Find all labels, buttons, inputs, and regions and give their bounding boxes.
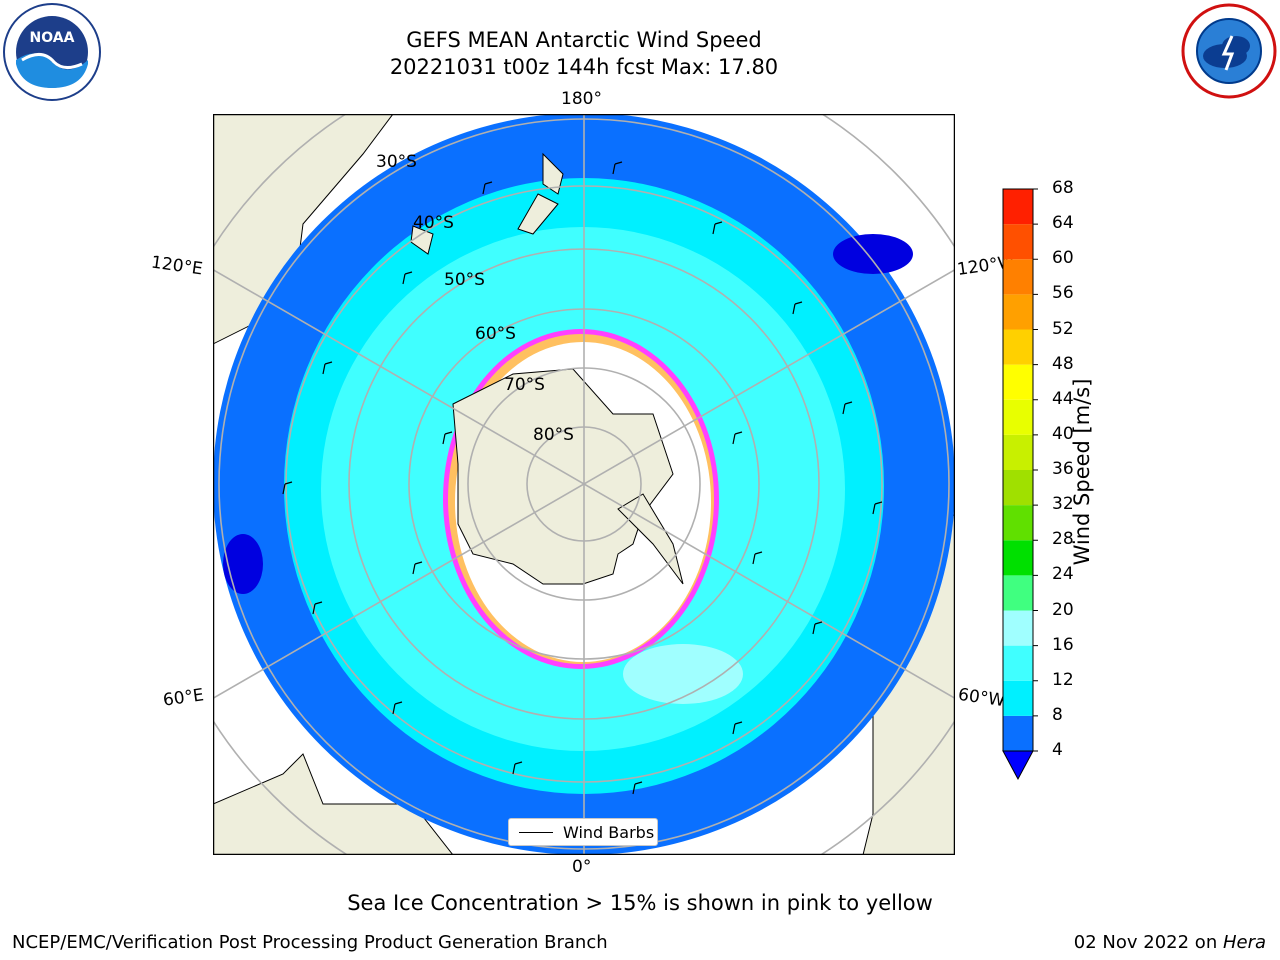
- polar-map-svg: [212, 113, 956, 856]
- colorbar-tick-label: 32: [1052, 494, 1074, 515]
- land-new-zealand-north: [542, 152, 564, 195]
- title-line-1: GEFS MEAN Antarctic Wind Speed: [406, 28, 762, 52]
- colorbar-segment: [1003, 680, 1033, 716]
- svg-text:NOAA: NOAA: [30, 30, 75, 46]
- wind-dark-patch-a: [833, 234, 913, 274]
- land-antarctic-peninsula: [617, 493, 684, 585]
- land-africa: [213, 753, 454, 855]
- colorbar-segment: [1003, 259, 1033, 295]
- colorbar-segment: [1003, 610, 1033, 646]
- sea-ice-note: Sea Ice Concentration > 15% is shown in …: [347, 891, 933, 915]
- wind-barbs: [282, 161, 883, 795]
- lat-label-60s: 60°S: [475, 324, 516, 344]
- lat-label-80s: 80°S: [533, 425, 574, 445]
- land-new-zealand-south: [517, 193, 559, 235]
- colorbar-label: Wind Speed [m/s]: [1070, 378, 1094, 566]
- colorbar-segment: [1003, 364, 1033, 400]
- wind-barb-legend-line: [519, 831, 553, 833]
- colorbar-tick-label: 64: [1052, 213, 1074, 234]
- footer-right: 02 Nov 2022 on Hera: [1074, 932, 1266, 953]
- colorbar-tick-label: 40: [1052, 423, 1074, 444]
- lat-label-30s: 30°S: [376, 152, 417, 172]
- map-frame: [212, 113, 956, 856]
- wind-dark-patch-b: [223, 534, 263, 594]
- colorbar-segment: [1003, 224, 1033, 260]
- lat-label-70s: 70°S: [504, 375, 545, 395]
- colorbar-segment: [1003, 434, 1033, 470]
- wind-16-20-b: [623, 644, 743, 704]
- colorbar-segment: [1003, 189, 1033, 225]
- lat-label-50s: 50°S: [444, 270, 485, 290]
- colorbar-segment: [1003, 470, 1033, 506]
- land-australia: [213, 114, 394, 345]
- footer-machine: Hera: [1222, 932, 1266, 953]
- colorbar-tick-label: 12: [1052, 669, 1074, 690]
- colorbar-segment: [1003, 540, 1033, 576]
- colorbar-tick-label: 56: [1052, 283, 1074, 304]
- lon-label-60e: 60°E: [161, 685, 206, 711]
- footer-date: 02 Nov 2022 on: [1073, 932, 1223, 953]
- colorbar-extend-triangle: [1002, 750, 1034, 781]
- colorbar-segment: [1003, 575, 1033, 611]
- colorbar-svg: [1002, 188, 1038, 781]
- longitude-lines: [213, 114, 955, 855]
- colorbar-tick-label: 24: [1052, 564, 1074, 585]
- colorbar-tick-label: 68: [1052, 178, 1074, 198]
- nws-logo: [1180, 2, 1278, 100]
- colorbar-tick-label: 16: [1052, 634, 1074, 655]
- noaa-logo: NOAA: [2, 2, 102, 102]
- colorbar-segment: [1003, 294, 1033, 330]
- colorbar-tick-label: 52: [1052, 318, 1074, 339]
- lat-label-40s: 40°S: [413, 213, 454, 233]
- colorbar-tick-label: 28: [1052, 529, 1074, 550]
- colorbar-tick-label: 4: [1052, 740, 1063, 760]
- title-line-2: 20221031 t00z 144h fcst Max: 17.80: [389, 55, 779, 79]
- legend-label: Wind Barbs: [563, 822, 655, 842]
- colorbar-tick-label: 60: [1052, 248, 1074, 269]
- colorbar-tick-label: 8: [1052, 704, 1063, 725]
- footer-left: NCEP/EMC/Verification Post Processing Pr…: [12, 932, 608, 953]
- colorbar-segment: [1003, 505, 1033, 541]
- polar-map: [212, 113, 956, 856]
- lon-label-60w: 60°W: [956, 684, 1007, 712]
- map-legend: Wind Barbs: [508, 818, 658, 846]
- colorbar-tick-label: 48: [1052, 353, 1074, 374]
- colorbar-segment: [1003, 715, 1033, 751]
- colorbar-tick-label: 44: [1052, 388, 1074, 409]
- colorbar-segment: [1003, 399, 1033, 435]
- colorbar-tick-label: 36: [1052, 459, 1074, 479]
- colorbar-segment: [1003, 645, 1033, 681]
- lon-label-180: 180°: [561, 89, 602, 109]
- colorbar-segment: [1003, 329, 1033, 365]
- lon-label-120e: 120°E: [149, 252, 204, 280]
- lon-label-0: 0°: [572, 857, 592, 877]
- colorbar: [1000, 186, 1040, 786]
- colorbar-tick-label: 20: [1052, 599, 1074, 620]
